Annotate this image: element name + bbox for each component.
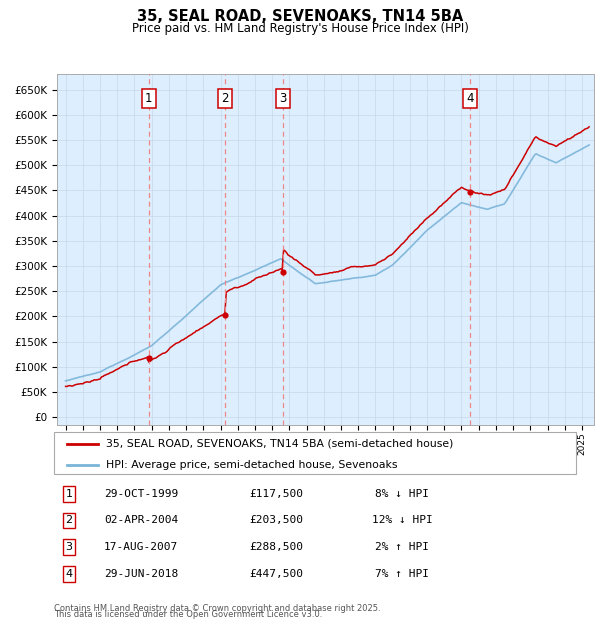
Text: 3: 3: [280, 92, 287, 105]
Text: 12% ↓ HPI: 12% ↓ HPI: [371, 515, 433, 526]
Text: 29-JUN-2018: 29-JUN-2018: [104, 569, 178, 579]
Text: 1: 1: [145, 92, 152, 105]
Text: 29-OCT-1999: 29-OCT-1999: [104, 489, 178, 499]
Text: £203,500: £203,500: [249, 515, 303, 526]
Text: 02-APR-2004: 02-APR-2004: [104, 515, 178, 526]
Text: 8% ↓ HPI: 8% ↓ HPI: [375, 489, 429, 499]
Text: 2: 2: [221, 92, 229, 105]
Text: £288,500: £288,500: [249, 542, 303, 552]
Text: 4: 4: [65, 569, 73, 579]
Text: 17-AUG-2007: 17-AUG-2007: [104, 542, 178, 552]
Text: 2% ↑ HPI: 2% ↑ HPI: [375, 542, 429, 552]
Text: 4: 4: [466, 92, 474, 105]
Text: 7% ↑ HPI: 7% ↑ HPI: [375, 569, 429, 579]
Text: HPI: Average price, semi-detached house, Sevenoaks: HPI: Average price, semi-detached house,…: [106, 459, 398, 469]
Text: 2: 2: [65, 515, 73, 526]
Text: 3: 3: [65, 542, 73, 552]
Text: Contains HM Land Registry data © Crown copyright and database right 2025.: Contains HM Land Registry data © Crown c…: [54, 603, 380, 613]
Text: 35, SEAL ROAD, SEVENOAKS, TN14 5BA (semi-detached house): 35, SEAL ROAD, SEVENOAKS, TN14 5BA (semi…: [106, 439, 454, 449]
Text: 1: 1: [65, 489, 73, 499]
Text: £447,500: £447,500: [249, 569, 303, 579]
Text: £117,500: £117,500: [249, 489, 303, 499]
Text: Price paid vs. HM Land Registry's House Price Index (HPI): Price paid vs. HM Land Registry's House …: [131, 22, 469, 35]
Text: This data is licensed under the Open Government Licence v3.0.: This data is licensed under the Open Gov…: [54, 609, 322, 619]
Text: 35, SEAL ROAD, SEVENOAKS, TN14 5BA: 35, SEAL ROAD, SEVENOAKS, TN14 5BA: [137, 9, 463, 24]
